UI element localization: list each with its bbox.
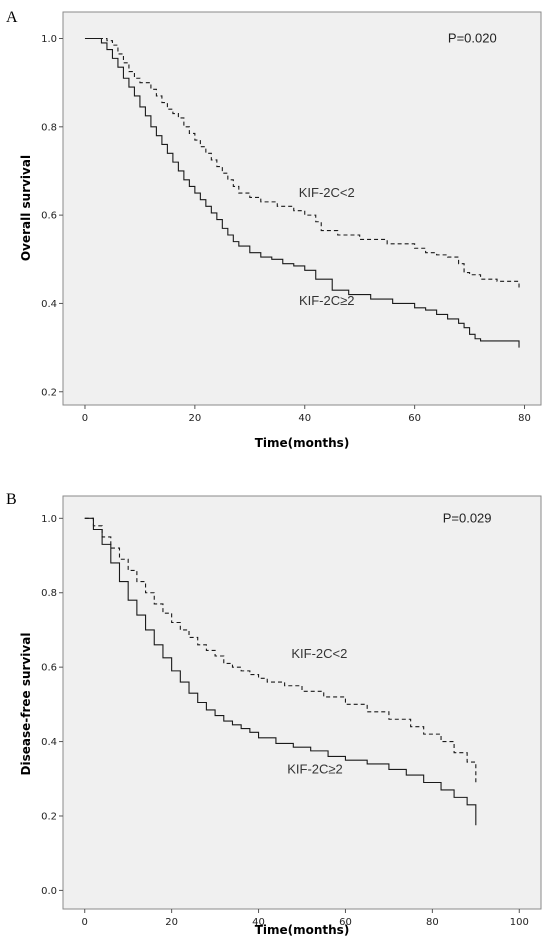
x-axis-title-a: Time(months) xyxy=(255,436,350,450)
x-tick-label-b: 100 xyxy=(510,917,529,928)
x-tick-label-a: 20 xyxy=(188,413,201,424)
curve-dashed-b xyxy=(84,517,477,783)
y-tick-label-a: 0.4 xyxy=(41,299,57,310)
plot-area-b xyxy=(62,495,542,910)
x-tick-label-a: 40 xyxy=(298,413,311,424)
x-tick-label-b: 40 xyxy=(252,917,265,928)
curve-label-b: KIF-2C<2 xyxy=(291,646,347,661)
curve-dashed-a xyxy=(84,37,520,288)
curve-solid-b xyxy=(84,517,477,826)
y-tick-label-a: 0.8 xyxy=(41,122,57,133)
curve-solid-a xyxy=(84,37,520,348)
y-tick-label-b: 0.6 xyxy=(41,663,57,674)
curve-label-a: KIF-2C≥2 xyxy=(299,293,355,308)
x-tick-label-b: 20 xyxy=(165,917,178,928)
y-tick-label-b: 0.4 xyxy=(41,737,57,748)
y-tick-label-b: 1.0 xyxy=(41,514,57,525)
x-ticks-b: 0 20 40 60 80 100 xyxy=(82,909,529,928)
panel-label-a: A xyxy=(6,9,18,26)
curve-label-a: KIF-2C<2 xyxy=(299,185,355,200)
x-axis-title-b: Time(months) xyxy=(255,923,350,937)
y-tick-label-b: 0.0 xyxy=(41,886,57,897)
x-tick-label-a: 60 xyxy=(408,413,421,424)
y-tick-label-a: 0.6 xyxy=(41,211,57,222)
plot-area-a xyxy=(62,11,542,406)
y-axis-title-a: Overall survival xyxy=(19,155,33,261)
y-tick-label-a: 0.2 xyxy=(41,387,57,398)
curves-a xyxy=(84,37,520,348)
y-axis-title-b: Disease-free survival xyxy=(19,633,33,776)
x-tick-label-a: 80 xyxy=(518,413,531,424)
x-tick-label-b: 0 xyxy=(82,917,88,928)
x-tick-label-a: 0 xyxy=(82,413,88,424)
y-ticks-a: 0.2 0.4 0.6 0.8 1.0 xyxy=(41,34,63,398)
panel-a: A 0 20 40 60 80 0.2 0.4 0.6 0.8 1.0 P=0.020 KIF-2… xyxy=(6,9,542,450)
panel-label-b: B xyxy=(6,491,17,508)
panel-b: B 0 20 40 60 80 100 0.0 0.2 0.4 0.6 0.8 1.0 P=0.02… xyxy=(6,491,542,937)
y-tick-label-b: 0.8 xyxy=(41,588,57,599)
y-tick-label-b: 0.2 xyxy=(41,811,57,822)
x-ticks-a: 0 20 40 60 80 xyxy=(82,405,531,424)
y-tick-label-a: 1.0 xyxy=(41,34,57,45)
annotations-b: P=0.029 KIF-2C<2 KIF-2C≥2 xyxy=(287,510,491,776)
curves-b xyxy=(84,517,477,826)
x-tick-label-b: 60 xyxy=(339,917,352,928)
p-value-b: P=0.029 xyxy=(443,510,492,525)
x-tick-label-b: 80 xyxy=(426,917,439,928)
annotations-a: P=0.020 KIF-2C<2 KIF-2C≥2 xyxy=(299,30,497,308)
p-value-a: P=0.020 xyxy=(448,30,497,45)
curve-label-b: KIF-2C≥2 xyxy=(287,761,343,776)
y-ticks-b: 0.0 0.2 0.4 0.6 0.8 1.0 xyxy=(41,514,63,897)
